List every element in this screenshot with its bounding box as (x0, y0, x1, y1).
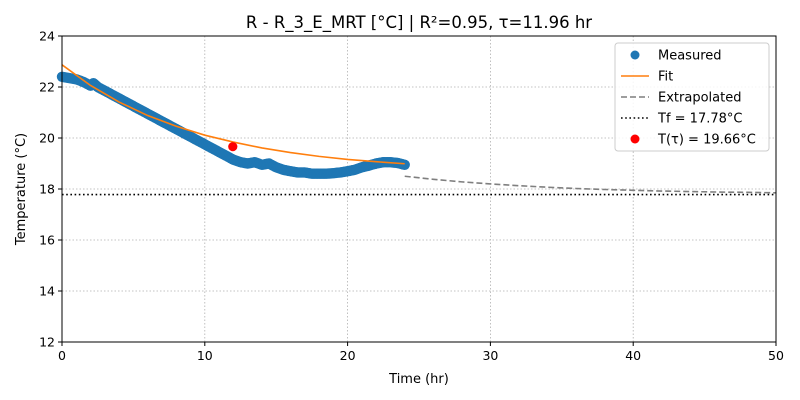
plot-area (56, 64, 777, 196)
fit-line (61, 64, 405, 165)
legend: Measured Fit Extrapolated Tf = 17.78°C T(τ) … (614, 42, 770, 152)
x-tick-label: 10 (197, 348, 213, 363)
x-tick-label: 40 (625, 348, 641, 363)
ticks: 0 10 20 30 40 50 12 14 16 18 20 22 24 (39, 29, 784, 364)
x-axis-label: Time (hr) (388, 372, 449, 387)
y-axis-label: Temperature (°C) (14, 133, 29, 246)
chart-title: R - R_3_E_MRT [°C] | R²=0.95, τ=11.96 hr (246, 13, 592, 33)
legend-box (614, 42, 770, 152)
y-tick-label: 12 (39, 335, 55, 350)
y-tick-label: 16 (39, 233, 55, 248)
x-tick-label: 20 (340, 348, 356, 363)
measured-point (399, 159, 410, 170)
legend-label: Extrapolated (658, 91, 741, 106)
y-tick-label: 14 (39, 284, 55, 299)
legend-label: Tf = 17.78°C (657, 112, 742, 127)
x-tick-label: 30 (482, 348, 498, 363)
legend-label: T(τ) = 19.66°C (657, 133, 756, 148)
y-tick-label: 22 (39, 80, 55, 95)
legend-marker-t-tau (630, 134, 640, 144)
x-tick-label: 0 (58, 348, 66, 363)
legend-label: Fit (658, 70, 673, 85)
legend-marker-measured (630, 50, 640, 60)
extrapolated-line (404, 175, 777, 194)
y-tick-label: 20 (39, 131, 55, 146)
legend-label: Measured (658, 49, 722, 64)
x-tick-label: 50 (768, 348, 784, 363)
t-tau-point (228, 142, 238, 152)
y-tick-label: 18 (39, 182, 55, 197)
y-tick-label: 24 (39, 29, 55, 44)
